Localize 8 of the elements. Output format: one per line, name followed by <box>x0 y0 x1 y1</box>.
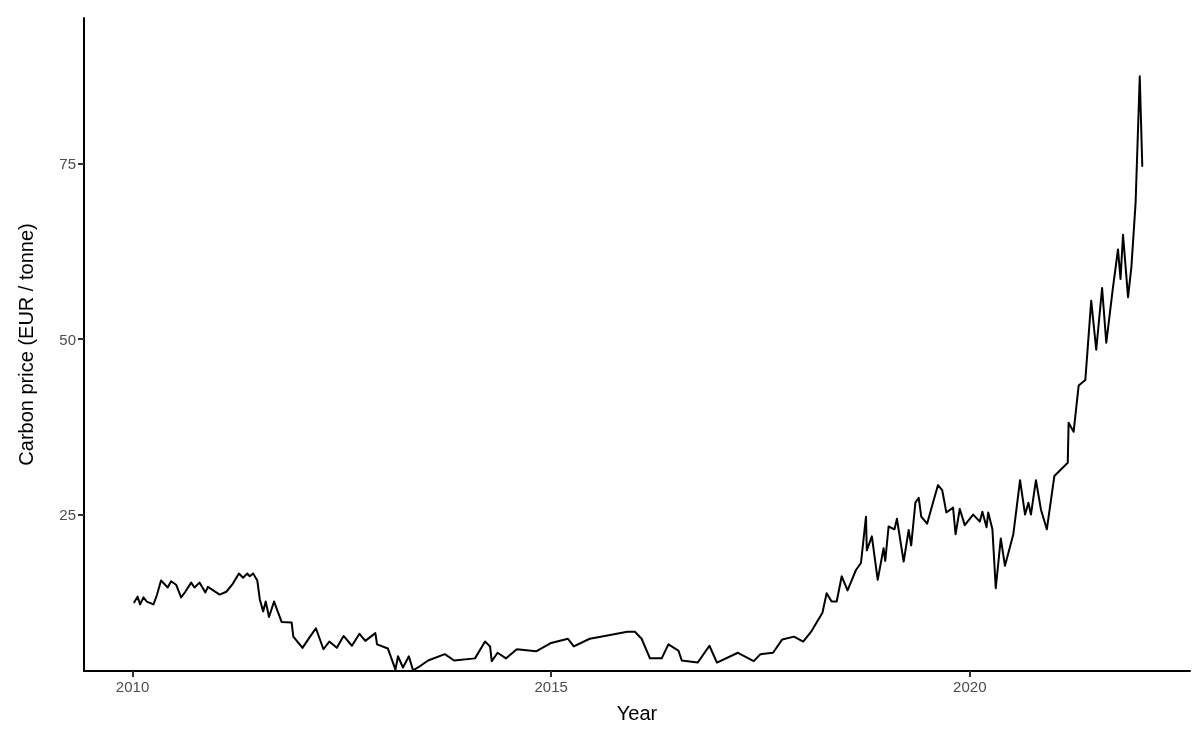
x-tick-label: 2020 <box>953 678 987 695</box>
x-tick-label: 2015 <box>534 678 568 695</box>
y-tick-label: 75 <box>59 155 76 173</box>
y-tick-label: 50 <box>59 330 76 348</box>
x-axis-title: Year <box>616 702 658 724</box>
y-tick-label: 25 <box>59 506 76 524</box>
x-tick-label: 2010 <box>115 678 150 695</box>
y-axis-title: Carbon price (EUR / tonne) <box>15 223 37 466</box>
